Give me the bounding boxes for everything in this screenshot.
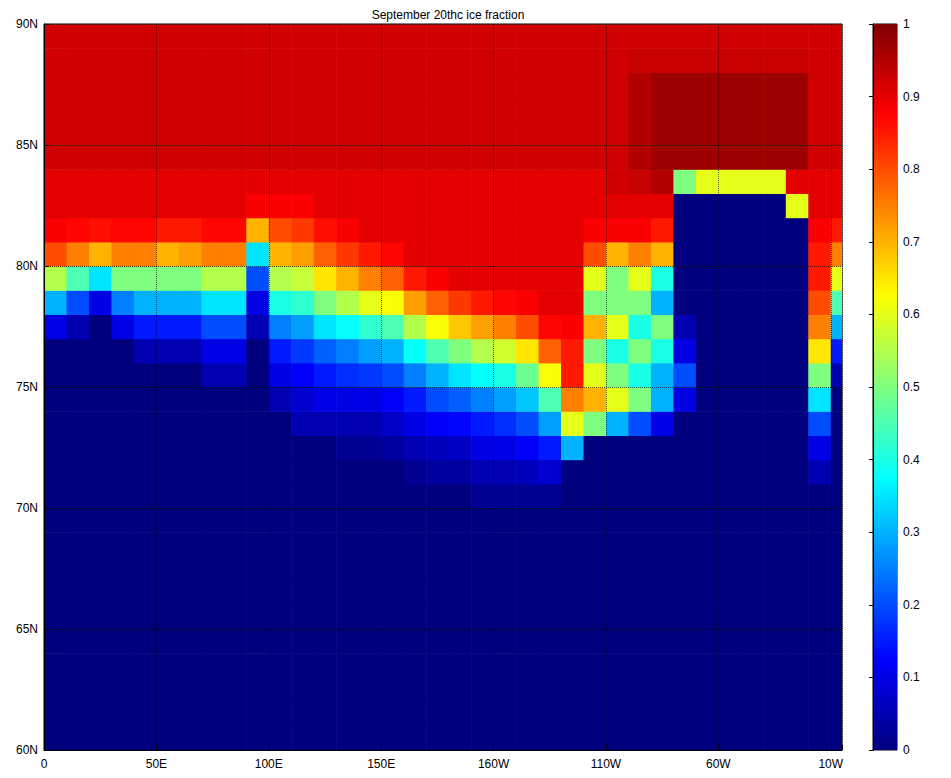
svg-text:0.7: 0.7 xyxy=(903,235,920,249)
svg-text:0.1: 0.1 xyxy=(903,670,920,684)
svg-text:50E: 50E xyxy=(146,757,167,771)
svg-text:70N: 70N xyxy=(16,501,38,515)
svg-text:0.4: 0.4 xyxy=(903,453,920,467)
svg-text:0.3: 0.3 xyxy=(903,525,920,539)
svg-text:75N: 75N xyxy=(16,380,38,394)
svg-text:0.2: 0.2 xyxy=(903,598,920,612)
svg-text:160W: 160W xyxy=(478,757,510,771)
svg-text:60W: 60W xyxy=(706,757,731,771)
svg-text:150E: 150E xyxy=(367,757,395,771)
svg-text:September 20thc ice fraction: September 20thc ice fraction xyxy=(372,8,525,22)
svg-text:1: 1 xyxy=(903,17,910,31)
svg-text:85N: 85N xyxy=(16,138,38,152)
svg-text:0: 0 xyxy=(903,743,910,757)
svg-text:110W: 110W xyxy=(591,757,622,771)
svg-text:80N: 80N xyxy=(16,259,38,273)
svg-text:100E: 100E xyxy=(255,757,283,771)
svg-text:0.5: 0.5 xyxy=(903,380,920,394)
svg-text:0.8: 0.8 xyxy=(903,162,920,176)
svg-text:0.6: 0.6 xyxy=(903,307,920,321)
svg-text:0.9: 0.9 xyxy=(903,90,920,104)
svg-text:90N: 90N xyxy=(16,17,38,31)
svg-text:10W: 10W xyxy=(818,757,843,771)
svg-text:0: 0 xyxy=(41,757,48,771)
svg-text:65N: 65N xyxy=(16,622,38,636)
svg-text:60N: 60N xyxy=(16,743,38,757)
